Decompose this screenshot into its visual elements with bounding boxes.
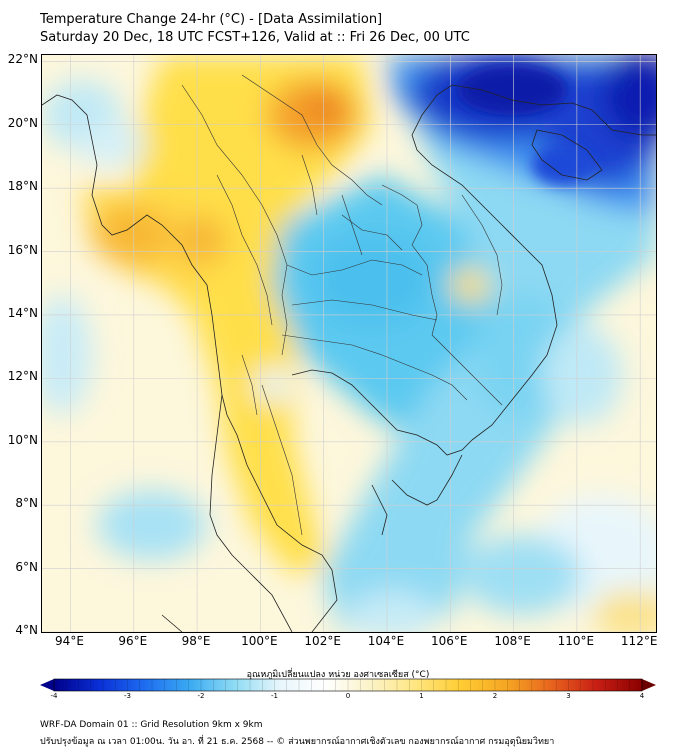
- longitude-label: 100°E: [241, 634, 278, 648]
- latitude-label: 18°N: [7, 179, 38, 194]
- colorbar-tick-label: 0: [345, 692, 351, 700]
- admin-boundaries: [181, 74, 503, 536]
- colorbar-min-arrow: [40, 679, 54, 691]
- latitude-label: 10°N: [7, 432, 38, 447]
- latitude-label: 16°N: [7, 242, 38, 257]
- longitude-label: 94°E: [55, 634, 84, 648]
- latitude-label: 22°N: [7, 52, 38, 67]
- colorbar-tick-label: 2: [492, 692, 498, 700]
- colorbar-title: อุณหภูมิเปลี่ยนแปลง หน่วย องศาเซลเซียส (…: [246, 670, 430, 680]
- colorbar: [40, 678, 656, 692]
- longitude-label: 102°E: [304, 634, 341, 648]
- latitude-label: 8°N: [15, 496, 38, 511]
- footer-model-info: WRF-DA Domain 01 :: Grid Resolution 9km …: [40, 720, 263, 730]
- footer-credit: ปรับปรุงข้อมูล ณ เวลา 01:00น. วัน อา. ที…: [40, 737, 555, 747]
- temperature-change-map: [41, 54, 657, 633]
- latitude-label: 20°N: [7, 115, 38, 130]
- longitude-label: 108°E: [494, 634, 531, 648]
- colorbar-tick-label: 3: [566, 692, 571, 700]
- colorbar-gradient: [54, 679, 642, 691]
- latitude-label: 6°N: [15, 559, 38, 574]
- colorbar-tick-label: -2: [197, 692, 205, 700]
- coastlines: [42, 84, 656, 632]
- longitude-label: 96°E: [118, 634, 148, 648]
- graticule: [42, 55, 656, 632]
- longitude-label: 98°E: [181, 634, 211, 648]
- colorbar-tick-label: 4: [639, 692, 645, 700]
- colorbar-tick-label: -1: [271, 692, 278, 700]
- map-title: Temperature Change 24-hr (°C) - [Data As…: [40, 12, 383, 27]
- colorbar-tick-label: -4: [50, 692, 58, 700]
- colorbar-max-arrow: [642, 679, 656, 691]
- longitude-label: 106°E: [431, 634, 468, 648]
- map-subtitle: Saturday 20 Dec, 18 UTC FCST+126, Valid …: [40, 30, 470, 45]
- longitude-label: 112°E: [620, 634, 658, 648]
- latitude-label: 14°N: [7, 305, 38, 320]
- colorbar-tick-label: -3: [124, 692, 131, 700]
- longitude-label: 110°E: [557, 634, 595, 648]
- latitude-label: 12°N: [7, 369, 38, 384]
- colorbar-tick-label: 1: [419, 692, 424, 700]
- latitude-label: 4°N: [15, 623, 38, 637]
- map-canvas: [42, 55, 656, 632]
- longitude-label: 104°E: [367, 634, 405, 648]
